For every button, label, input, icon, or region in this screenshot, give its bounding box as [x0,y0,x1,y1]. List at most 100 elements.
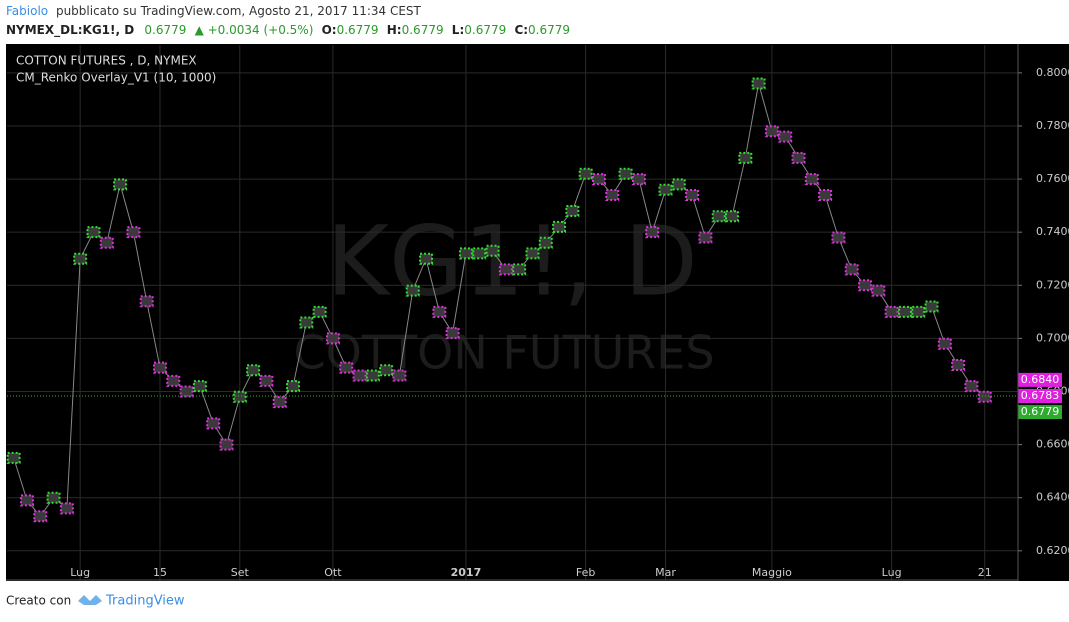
x-tick-label: 2017 [451,566,482,579]
renko-brick [538,236,553,249]
renko-brick [911,305,926,318]
renko-brick [485,244,500,257]
chart-title: COTTON FUTURES , D, NYMEX [16,54,197,68]
renko-brick [379,364,394,377]
ohlc-value: 0.6779 [464,23,506,37]
x-tick-label: Lug [70,566,90,579]
renko-brick [232,390,247,403]
renko-brick [152,361,167,374]
renko-brick [59,502,74,515]
renko-brick [937,337,952,350]
renko-brick [206,417,221,430]
renko-brick [432,305,447,318]
published: pubblicato su TradingView.com, Agosto 21… [56,4,422,18]
renko-brick [591,173,606,186]
renko-brick [458,247,473,260]
x-tick-label: Mar [655,566,676,579]
renko-brick [778,130,793,143]
renko-brick [166,374,181,387]
renko-brick [552,220,567,233]
renko-brick [658,183,673,196]
price-marker [1018,372,1062,387]
ohlc-label: C: [514,23,528,37]
renko-brick [73,252,88,265]
ohlc-value: 0.6779 [528,23,570,37]
renko-brick [219,438,234,451]
renko-brick [472,247,487,260]
renko-brick [99,236,114,249]
footer-text: Creato con [6,594,71,608]
renko-brick [299,316,314,329]
last-price: 0.6779 [144,23,186,37]
renko-brick [365,369,380,382]
renko-brick [685,189,700,202]
renko-brick [6,451,21,464]
renko-brick [246,364,261,377]
x-tick-label: Set [231,566,250,579]
change: ▲ +0.0034 (+0.5%) [195,23,314,37]
renko-brick [884,305,899,318]
renko-brick [86,226,101,239]
price-marker-label: 0.6783 [1021,389,1060,402]
renko-brick [951,358,966,371]
brand-link[interactable]: TradingView [105,594,185,609]
renko-brick [671,178,686,191]
renko-brick [725,210,739,223]
price-marker [1018,389,1062,404]
x-tick-label: Feb [576,566,595,579]
renko-brick [631,173,646,186]
price-marker [1018,405,1062,420]
renko-brick [844,263,859,276]
renko-brick [392,369,407,382]
renko-brick [618,167,633,180]
renko-brick [192,380,207,393]
x-tick-label: Maggio [752,566,792,579]
symbol: NYMEX_DL:KG1!, D [6,23,134,38]
renko-brick [286,380,300,393]
renko-brick [259,374,274,387]
renko-brick [751,77,766,90]
x-tick-label: 21 [978,566,992,579]
renko-brick [445,327,460,340]
renko-brick [525,247,540,260]
renko-brick [964,380,979,393]
symbol-line: NYMEX_DL:KG1!, D 0.6779 ▲ +0.0034 (+0.5%… [6,23,570,38]
renko-brick [738,151,753,164]
renko-brick [858,279,873,292]
renko-brick [272,396,287,409]
renko-brick [405,284,420,297]
renko-brick [897,305,912,318]
renko-brick [325,332,340,345]
ohlc-label: L: [452,23,464,37]
header-line: Fabiolo pubblicato su TradingView.com, A… [6,4,422,18]
renko-brick [126,226,141,239]
renko-brick [791,151,806,164]
watermark: KG1!, D [326,205,698,317]
renko-brick [711,210,726,223]
ohlc-value: 0.6779 [402,23,444,37]
renko-brick [831,231,846,244]
renko-brick [19,494,34,507]
x-tick-label: Lug [882,566,902,579]
author[interactable]: Fabiolo [6,4,48,18]
price-marker-label: 0.6840 [1021,373,1060,386]
renko-brick [578,167,593,180]
renko-brick [565,204,580,217]
indicator-label: CM_Renko Overlay_V1 (10, 1000) [16,71,216,85]
renko-brick [33,510,48,523]
brand-logo[interactable] [78,595,102,605]
renko-brick [339,361,354,374]
renko-brick [645,226,660,239]
renko-brick [312,305,327,318]
renko-brick [818,189,833,202]
renko-brick [179,385,194,398]
ohlc-value: 0.6779 [337,23,379,37]
renko-brick [352,369,367,382]
